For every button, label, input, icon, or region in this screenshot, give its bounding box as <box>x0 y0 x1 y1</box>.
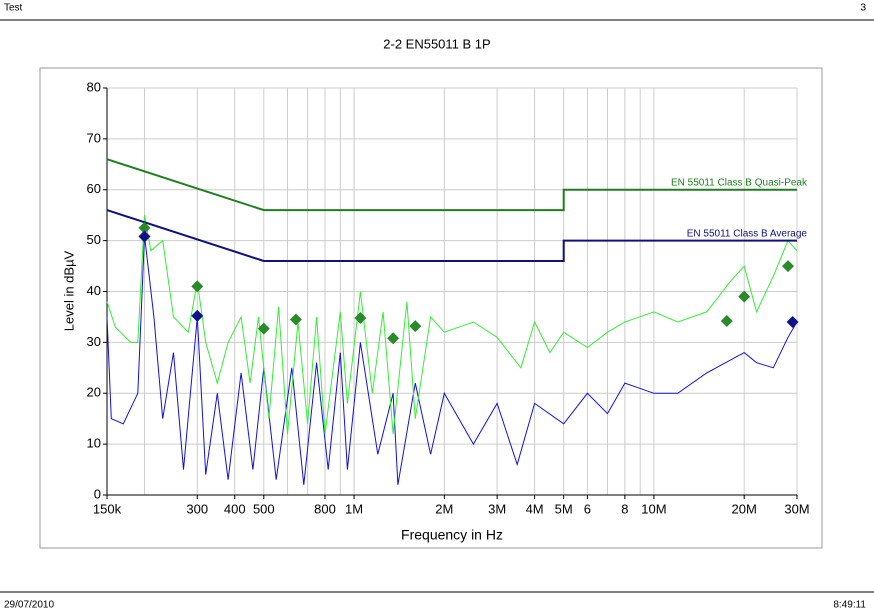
y-tick-label: 20 <box>87 385 101 400</box>
plot: 0 10 20 30 40 50 60 70 80 150k 300 400 500 800 1M 2M 3M 4… <box>87 79 810 516</box>
x-tick-label: 150k <box>93 501 122 516</box>
x-tick-label: 500 <box>253 501 275 516</box>
y-tick-label: 80 <box>87 79 101 94</box>
marker <box>782 260 795 273</box>
x-tick-label: 5M <box>555 501 573 516</box>
limit-line <box>106 158 797 212</box>
x-tick-label: 3M <box>488 501 506 516</box>
marker <box>289 313 302 326</box>
x-tick-label: 10M <box>641 501 666 516</box>
x-tick-label: 1M <box>345 501 363 516</box>
marker <box>720 315 733 328</box>
marker <box>257 322 270 335</box>
x-tick-label: 300 <box>186 501 208 516</box>
y-tick-label: 40 <box>87 283 101 298</box>
marker <box>738 290 751 303</box>
trace <box>106 235 798 485</box>
marker <box>409 320 422 333</box>
footer-left: 29/07/2010 <box>4 600 54 611</box>
header-right: 3 <box>860 3 866 14</box>
marker <box>354 311 367 324</box>
x-tick-label: 20M <box>732 501 757 516</box>
limit-line <box>106 209 797 262</box>
x-tick-label: 2M <box>435 501 453 516</box>
x-axis-label: Frequency in Hz <box>401 527 503 543</box>
y-tick-label: 0 <box>94 486 101 501</box>
header-left: Test <box>4 3 23 14</box>
y-tick-label: 70 <box>87 130 101 145</box>
chart-title: 2-2 EN55011 B 1P <box>383 36 490 51</box>
y-axis-label: Level in dBµV <box>61 250 76 331</box>
x-tick-label: 400 <box>224 501 246 516</box>
x-tick-label: 4M <box>526 501 544 516</box>
y-tick-label: 10 <box>87 436 101 451</box>
marker <box>191 280 204 293</box>
y-tick-label: 50 <box>87 232 101 247</box>
limit-label: EN 55011 Class B Average <box>687 228 808 239</box>
marker <box>191 309 204 322</box>
x-tick-label: 30M <box>784 501 809 516</box>
trace <box>106 215 798 434</box>
footer-right: 8:49:11 <box>833 600 866 611</box>
marker <box>387 332 400 345</box>
chart-frame <box>39 67 823 549</box>
x-tick-label: 800 <box>314 501 336 516</box>
x-tick-label: 8 <box>621 501 628 516</box>
marker <box>786 316 799 329</box>
y-tick-label: 30 <box>87 334 101 349</box>
x-tick-label: 6 <box>584 501 591 516</box>
y-tick-label: 60 <box>87 181 101 196</box>
marker <box>138 230 151 243</box>
marker <box>138 221 151 234</box>
limit-label: EN 55011 Class B Quasi-Peak <box>671 177 808 188</box>
